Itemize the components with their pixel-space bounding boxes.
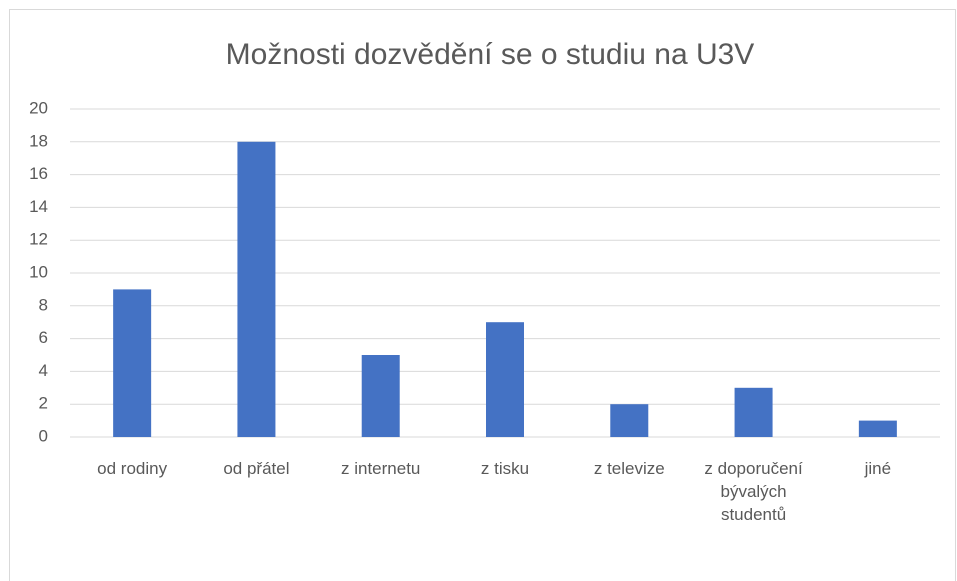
chart-title: Možnosti dozvědění se o studiu na U3V <box>226 38 755 71</box>
y-tick-label: 8 <box>39 295 48 314</box>
y-tick-label: 2 <box>39 394 48 413</box>
x-tick-label: od přátel <box>223 459 290 478</box>
bar <box>858 420 897 437</box>
x-tick-label: z internetu <box>341 459 421 478</box>
bar <box>734 387 773 437</box>
x-tick-label: jiné <box>864 459 892 478</box>
y-tick-label: 12 <box>29 230 48 249</box>
y-tick-label: 20 <box>29 98 48 117</box>
y-tick-label: 6 <box>39 328 48 347</box>
x-tick-label: z tisku <box>480 459 530 478</box>
x-tick-label: z televize <box>593 459 665 478</box>
y-tick-label: 14 <box>29 197 48 216</box>
y-tick-label: 0 <box>39 426 48 445</box>
y-tick-label: 10 <box>29 262 48 281</box>
bar <box>237 141 276 438</box>
y-tick-label: 4 <box>39 361 48 380</box>
x-tick-label: od rodiny <box>97 459 168 478</box>
bar <box>610 404 649 437</box>
bar <box>361 355 400 437</box>
y-tick-label: 18 <box>29 131 48 150</box>
bar <box>113 289 152 437</box>
x-tick-label: z doporučení bývalých studentů <box>704 459 803 524</box>
chart-border <box>9 9 956 581</box>
bar <box>486 322 524 437</box>
y-tick-label: 16 <box>29 164 48 183</box>
